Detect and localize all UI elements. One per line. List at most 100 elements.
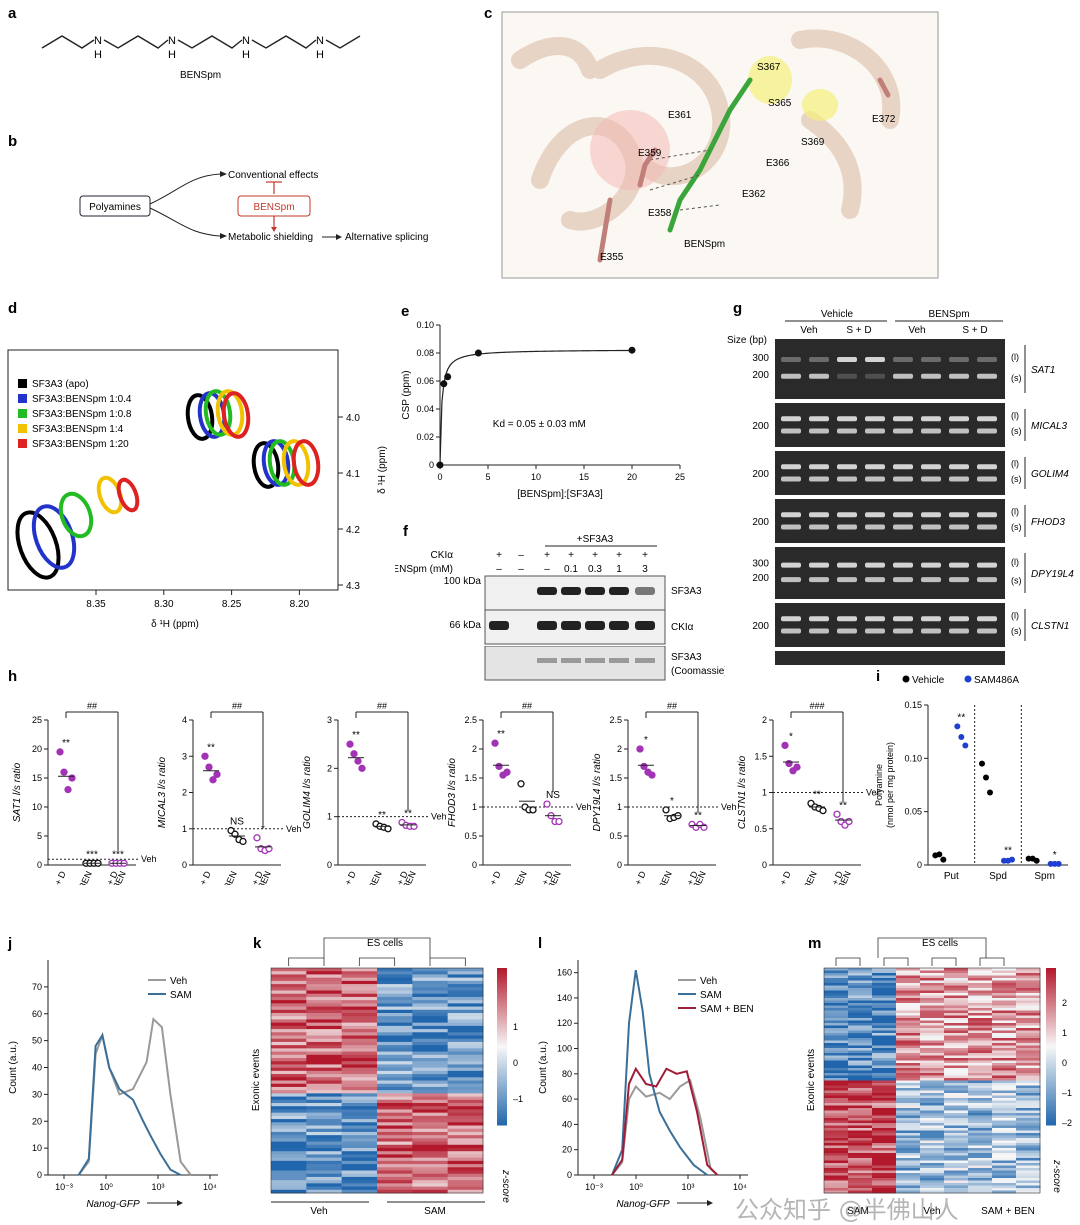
data-point	[205, 763, 213, 771]
heatmap-cell	[306, 990, 343, 995]
heatmap-cell	[944, 1103, 969, 1106]
size-label: Size (bp)	[727, 335, 767, 346]
heatmap-cell	[896, 968, 921, 971]
band-ckia: CKIα	[671, 622, 694, 633]
gel-band	[809, 512, 829, 518]
heatmap-cell	[412, 1080, 449, 1085]
gel-band	[865, 616, 885, 622]
heatmap-cell	[920, 1065, 945, 1069]
heatmap-cell	[872, 980, 897, 984]
heatmap-cell	[824, 1153, 849, 1156]
heatmap-cell	[377, 1170, 413, 1175]
heatmap-cell	[896, 1120, 921, 1124]
gel-band	[977, 428, 997, 434]
heatmap-cell	[944, 1133, 969, 1136]
heatmap-cell	[920, 1110, 945, 1114]
heatmap-cell	[341, 977, 378, 982]
heatmap-cell	[306, 1029, 343, 1033]
heatmap-cell	[341, 1154, 378, 1159]
heatmap-cell	[1016, 1048, 1041, 1051]
heatmap-cell	[377, 1038, 413, 1043]
heatmap-cell	[306, 1151, 343, 1155]
data-point	[1033, 857, 1040, 864]
residue-label: E355	[600, 252, 624, 263]
heatmap-cell	[992, 1123, 1017, 1126]
gel-band	[949, 524, 969, 530]
heatmap-cell	[306, 1096, 343, 1101]
heatmap-cell	[412, 1106, 449, 1110]
heatmap-cell	[377, 1067, 413, 1072]
heatmap-cell	[896, 1050, 921, 1054]
conventional-effects: Conventional effects	[228, 170, 318, 181]
heatmap-cell	[992, 1015, 1017, 1019]
heatmap-cell	[271, 1080, 307, 1085]
heatmap-cell	[968, 978, 993, 981]
heatmap-cell	[1016, 1178, 1041, 1181]
ckia-value: +	[592, 550, 598, 561]
heatmap-cell	[447, 1160, 484, 1165]
y-tick: 50	[32, 1036, 42, 1046]
heatmap-cell	[992, 1188, 1017, 1191]
heatmap-cell	[848, 1068, 873, 1071]
heatmap-cell	[992, 1043, 1017, 1046]
heatmap-cell	[896, 1125, 921, 1129]
heatmap-cell	[896, 1190, 921, 1194]
heatmap-cell	[968, 1183, 993, 1186]
heatmap-cell	[1016, 1003, 1041, 1006]
heatmap-cell	[447, 1164, 484, 1168]
heatmap-cell	[848, 1180, 873, 1184]
heatmap-cell	[896, 1098, 921, 1101]
heatmap-cell	[944, 1188, 969, 1191]
heatmap-cell	[944, 1183, 969, 1186]
heatmap-cell	[848, 1165, 873, 1169]
y-tick: 2.5	[609, 715, 622, 725]
heatmap-cell	[824, 1105, 849, 1109]
gel-band	[837, 616, 857, 622]
legend-marker	[964, 675, 972, 683]
heatmap-cell	[306, 1180, 343, 1184]
heatmap-cell	[920, 1160, 945, 1164]
heatmap-cell	[920, 1190, 945, 1194]
heatmap-cell	[447, 1180, 484, 1184]
heatmap-cell	[992, 1065, 1017, 1069]
heatmap-cell	[992, 1150, 1017, 1154]
data-point	[346, 740, 354, 748]
significance-mark: **	[378, 810, 386, 821]
heatmap-cell	[341, 1009, 378, 1014]
heatmap-cell	[848, 1063, 873, 1066]
category-label: BEN	[222, 870, 239, 885]
heatmap-cell	[824, 1128, 849, 1131]
heatmap-cell	[341, 1167, 378, 1171]
heatmap-cell	[968, 1170, 993, 1174]
heatmap-cell	[341, 971, 378, 975]
heatmap-cell	[306, 1093, 343, 1098]
heatmap-cell	[968, 1168, 993, 1171]
heatmap-cell	[377, 1164, 413, 1168]
heatmap-cell	[306, 1083, 343, 1088]
heatmap-cell	[896, 995, 921, 999]
heatmap-cell	[872, 990, 897, 994]
heatmap-cell	[872, 1175, 897, 1179]
heatmap-cell	[824, 1163, 849, 1166]
heatmap-cell	[896, 1173, 921, 1176]
heatmap-cell	[377, 1048, 413, 1053]
gel-band	[977, 373, 997, 379]
heatmap-cell	[992, 1053, 1017, 1056]
heatmap-cell	[824, 1100, 849, 1104]
x-tick: 10	[531, 472, 541, 482]
heatmap-cell	[824, 1048, 849, 1051]
heatmap-cell	[944, 1153, 969, 1156]
heatmap-cell	[920, 968, 945, 971]
heatmap-cell	[896, 1020, 921, 1024]
heatmap-cell	[1016, 1190, 1041, 1194]
heatmap-cell	[306, 1064, 343, 1069]
heatmap-cell	[944, 1020, 969, 1024]
bracket-sig: ##	[87, 701, 97, 711]
heatmap-cell	[271, 1186, 307, 1191]
heatmap-cell	[920, 1183, 945, 1186]
y-tick: 1.5	[609, 773, 622, 783]
gel-band	[921, 416, 941, 422]
heatmap-cell	[377, 1148, 413, 1152]
heatmap-cell	[944, 1093, 969, 1096]
heatmap-cell	[306, 1106, 343, 1110]
